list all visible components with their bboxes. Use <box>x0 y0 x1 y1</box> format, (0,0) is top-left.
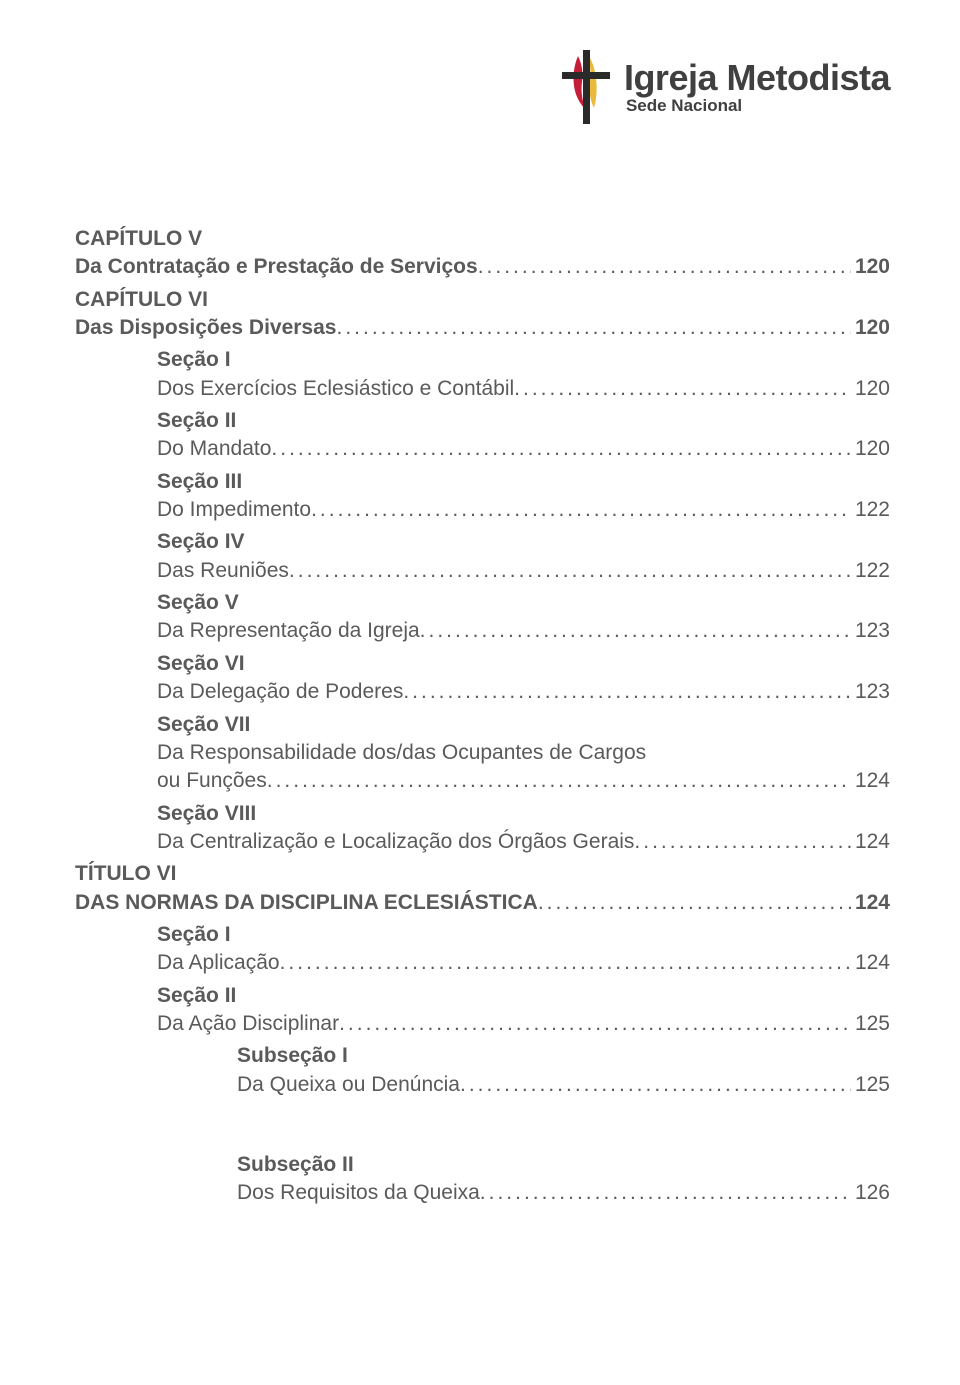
logo-sub-text: Sede Nacional <box>626 97 890 114</box>
toc-entry-page: 120 <box>851 314 890 342</box>
toc-entry-head: Subseção II <box>237 1151 890 1179</box>
toc-entry-head: Seção I <box>157 921 890 949</box>
toc-entry: Seção VIIIDa Centralização e Localização… <box>157 800 890 857</box>
toc-leader-dots <box>280 949 851 977</box>
toc-leader-dots <box>480 1179 851 1207</box>
toc-entry-row: Dos Requisitos da Queixa 126 <box>237 1179 890 1207</box>
toc-entry-page: 124 <box>851 767 890 795</box>
toc-entry: Seção VIDa Delegação de Poderes 123 <box>157 650 890 707</box>
toc-entry: Seção IIDa Ação Disciplinar 125 <box>157 982 890 1039</box>
toc-entry-label: DAS NORMAS DA DISCIPLINA ECLESIÁSTICA <box>75 889 538 917</box>
toc-entry-row: Da Delegação de Poderes 123 <box>157 678 890 706</box>
toc-entry-label: Da Aplicação <box>157 949 280 977</box>
toc-entry-label: Dos Requisitos da Queixa <box>237 1179 480 1207</box>
toc-entry-page: 125 <box>851 1071 890 1099</box>
toc-entry-row: Da Ação Disciplinar 125 <box>157 1010 890 1038</box>
toc-entry-page: 122 <box>851 557 890 585</box>
toc-entry: CAPÍTULO VIDas Disposições Diversas 120 <box>75 286 890 343</box>
toc-entry-label: Do Mandato <box>157 435 271 463</box>
toc-entry-head: CAPÍTULO V <box>75 225 890 253</box>
toc-entry-label-pre: Da Responsabilidade dos/das Ocupantes de… <box>157 739 890 767</box>
toc-entry-head: Seção II <box>157 407 890 435</box>
toc-leader-dots <box>478 253 851 281</box>
toc-entry-label: Da Centralização e Localização dos Órgão… <box>157 828 634 856</box>
toc-entry-row: Do Mandato 120 <box>157 435 890 463</box>
toc-leader-dots <box>403 678 851 706</box>
toc-entry-page: 125 <box>851 1010 890 1038</box>
toc-entry-page: 124 <box>851 828 890 856</box>
toc-entry-label: Do Impedimento <box>157 496 311 524</box>
toc-entry-page: 120 <box>851 375 890 403</box>
toc-leader-dots <box>271 435 851 463</box>
toc-leader-dots <box>336 314 850 342</box>
logo-text: Igreja Metodista Sede Nacional <box>624 60 890 114</box>
toc-entry: Seção VDa Representação da Igreja 123 <box>157 589 890 646</box>
toc-entry-page: 123 <box>851 678 890 706</box>
toc-entry-row: Da Aplicação 124 <box>157 949 890 977</box>
toc-entry-label: Dos Exercícios Eclesiástico e Contábil <box>157 375 514 403</box>
toc-entry-label: Da Queixa ou Denúncia <box>237 1071 460 1099</box>
toc-leader-dots <box>311 496 851 524</box>
toc-entry: Seção IVDas Reuniões 122 <box>157 528 890 585</box>
toc-entry: CAPÍTULO VDa Contratação e Prestação de … <box>75 225 890 282</box>
toc-entry: Seção IDa Aplicação 124 <box>157 921 890 978</box>
toc-entry-label: Da Contratação e Prestação de Serviços <box>75 253 478 281</box>
toc-entry-head: Seção IV <box>157 528 890 556</box>
toc-entry-head: Seção VII <box>157 711 890 739</box>
toc-entry-page: 123 <box>851 617 890 645</box>
toc-entry-row: ou Funções 124 <box>157 767 890 795</box>
toc-leader-dots <box>460 1071 851 1099</box>
toc-entry-head: Seção V <box>157 589 890 617</box>
toc-entry-row: Da Centralização e Localização dos Órgão… <box>157 828 890 856</box>
toc-leader-dots <box>538 889 851 917</box>
toc-entry-row: Da Queixa ou Denúncia 125 <box>237 1071 890 1099</box>
document-page: Igreja Metodista Sede Nacional CAPÍTULO … <box>0 0 960 1252</box>
toc-entry-row: Da Contratação e Prestação de Serviços 12… <box>75 253 890 281</box>
logo: Igreja Metodista Sede Nacional <box>556 48 890 126</box>
toc-entry-row: Das Reuniões 122 <box>157 557 890 585</box>
toc-entry-head: Seção II <box>157 982 890 1010</box>
toc-leader-dots <box>289 557 851 585</box>
toc-leader-dots <box>267 767 851 795</box>
toc-entry: Subseção IDa Queixa ou Denúncia 125 <box>237 1042 890 1099</box>
toc-entry-page: 120 <box>851 253 890 281</box>
toc-entry-row: Do Impedimento 122 <box>157 496 890 524</box>
logo-main-text: Igreja Metodista <box>624 60 890 96</box>
toc-entry-row: Das Disposições Diversas 120 <box>75 314 890 342</box>
toc-entry-page: 122 <box>851 496 890 524</box>
toc-entry-head: Seção I <box>157 346 890 374</box>
toc-entry-page: 126 <box>851 1179 890 1207</box>
toc-entry-row: Dos Exercícios Eclesiástico e Contábil 12… <box>157 375 890 403</box>
toc-leader-dots <box>339 1010 851 1038</box>
toc-leader-dots <box>634 828 851 856</box>
toc-entry: TÍTULO VIDAS NORMAS DA DISCIPLINA ECLESI… <box>75 860 890 917</box>
toc-leader-dots <box>514 375 851 403</box>
toc-entry-head: CAPÍTULO VI <box>75 286 890 314</box>
toc-entry-page: 124 <box>851 949 890 977</box>
toc-entry-head: Subseção I <box>237 1042 890 1070</box>
toc-entry-row: DAS NORMAS DA DISCIPLINA ECLESIÁSTICA 124 <box>75 889 890 917</box>
toc-entry-label: ou Funções <box>157 767 267 795</box>
toc-entry-label: Das Reuniões <box>157 557 289 585</box>
toc-entry: Seção IIDo Mandato 120 <box>157 407 890 464</box>
toc-entry-label: Da Delegação de Poderes <box>157 678 403 706</box>
toc-entry-label: Das Disposições Diversas <box>75 314 336 342</box>
toc-entry-page: 124 <box>851 889 890 917</box>
toc-entry-head: Seção VI <box>157 650 890 678</box>
cross-flame-icon <box>556 48 616 126</box>
toc-entry: Seção IDos Exercícios Eclesiástico e Con… <box>157 346 890 403</box>
toc-entry: Subseção IIDos Requisitos da Queixa 126 <box>237 1151 890 1208</box>
toc-entry: Seção VIIDa Responsabilidade dos/das Ocu… <box>157 711 890 796</box>
toc-entry-label: Da Representação da Igreja <box>157 617 420 645</box>
toc-entry-row: Da Representação da Igreja 123 <box>157 617 890 645</box>
toc-entry-label: Da Ação Disciplinar <box>157 1010 339 1038</box>
spacer <box>75 1103 890 1151</box>
toc-entry-head: Seção VIII <box>157 800 890 828</box>
table-of-contents: CAPÍTULO VDa Contratação e Prestação de … <box>75 225 890 1208</box>
toc-entry-page: 120 <box>851 435 890 463</box>
toc-entry-head: Seção III <box>157 468 890 496</box>
toc-leader-dots <box>420 617 851 645</box>
toc-entry-head: TÍTULO VI <box>75 860 890 888</box>
toc-entry: Seção IIIDo Impedimento 122 <box>157 468 890 525</box>
